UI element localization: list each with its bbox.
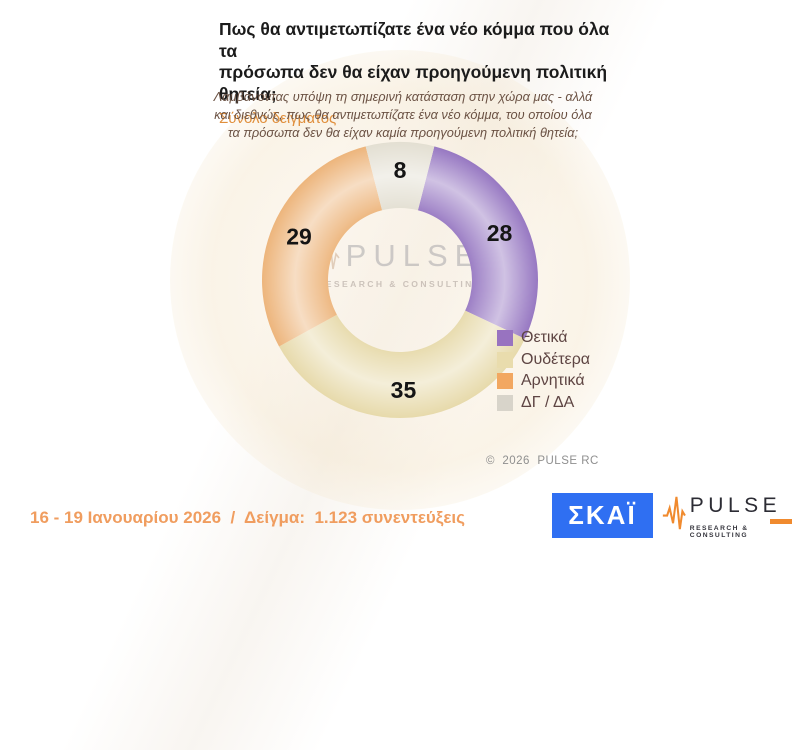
question-note-line-2: και διεθνώς, πως θα αντιμετωπίζατε ένα ν… [214,106,592,122]
legend-item: Ουδέτερα [497,350,591,368]
legend-label: ΔΓ / ΔΑ [521,393,575,411]
legend-label: Ουδέτερα [521,350,591,368]
question-note: Λαμβάνοντας υπόψη τη σημερινή κατάσταση … [158,88,648,142]
watermark-tagline: RESEARCH & CONSULTING [317,279,483,289]
sample-subtitle: Σύνολο δείγματος [219,109,337,127]
chart-legend: Θετικά Ουδέτερα Αρνητικά ΔΓ / ΔΑ [497,330,590,416]
legend-item: Αρνητικά [497,373,590,389]
legend-label: Θετικά [521,329,568,346]
pulse-logo: PULSE RESEARCH & CONSULTING [662,487,792,543]
legend-swatch [497,394,513,411]
pulse-logo-tagline: RESEARCH & CONSULTING [689,525,749,539]
fieldwork-footer-text: 16 - 19 Ιανουαρίου 2026 / Δείγμα: 1.123 … [30,508,465,527]
donut-chart: 28 35 29 8 [210,90,590,470]
legend-item: Θετικά [497,330,590,346]
donut-value-label: 29 [286,223,312,249]
skai-logo-label: ΣΚΑΪ [568,500,637,530]
donut-chart-svg: 28 35 29 8 [262,142,539,419]
question-note-line-1: Λαμβάνοντας υπόψη τη σημερινή κατάσταση … [213,89,593,104]
page-title-line-1: Πως θα αντιμετωπίζατε ένα νέο κόμμα που … [219,19,610,61]
skai-logo: ΣΚΑΪ [552,493,653,538]
pulse-logo-waveform-icon [662,496,686,530]
header: Πως θα αντιμετωπίζατε ένα νέο κόμμα που … [219,19,619,127]
donut-glow-halo [170,50,630,510]
legend-swatch [497,351,513,368]
question-note-line-3: τα πρόσωπα δεν θα είχαν καμία προηγούμεν… [227,124,579,140]
donut-value-label: 8 [394,157,407,183]
copyright-text: © 2026 PULSE RC [486,455,599,467]
pulse-logo-name: PULSE [689,494,782,517]
pulse-watermark: PULSE RESEARCH & CONSULTING [300,236,500,289]
page-title-line-2: πρόσωπα δεν θα είχαν προηγούμενη πολιτικ… [219,62,608,105]
donut-value-label: 35 [391,377,417,403]
watermark-name: PULSE [345,238,483,273]
pulse-logo-badge [770,518,792,524]
legend-swatch [497,373,513,389]
legend-swatch [497,330,513,346]
legend-item: ΔΓ / ΔΑ [497,393,590,411]
donut-value-label: 28 [487,220,513,246]
legend-label: Αρνητικά [521,372,585,389]
